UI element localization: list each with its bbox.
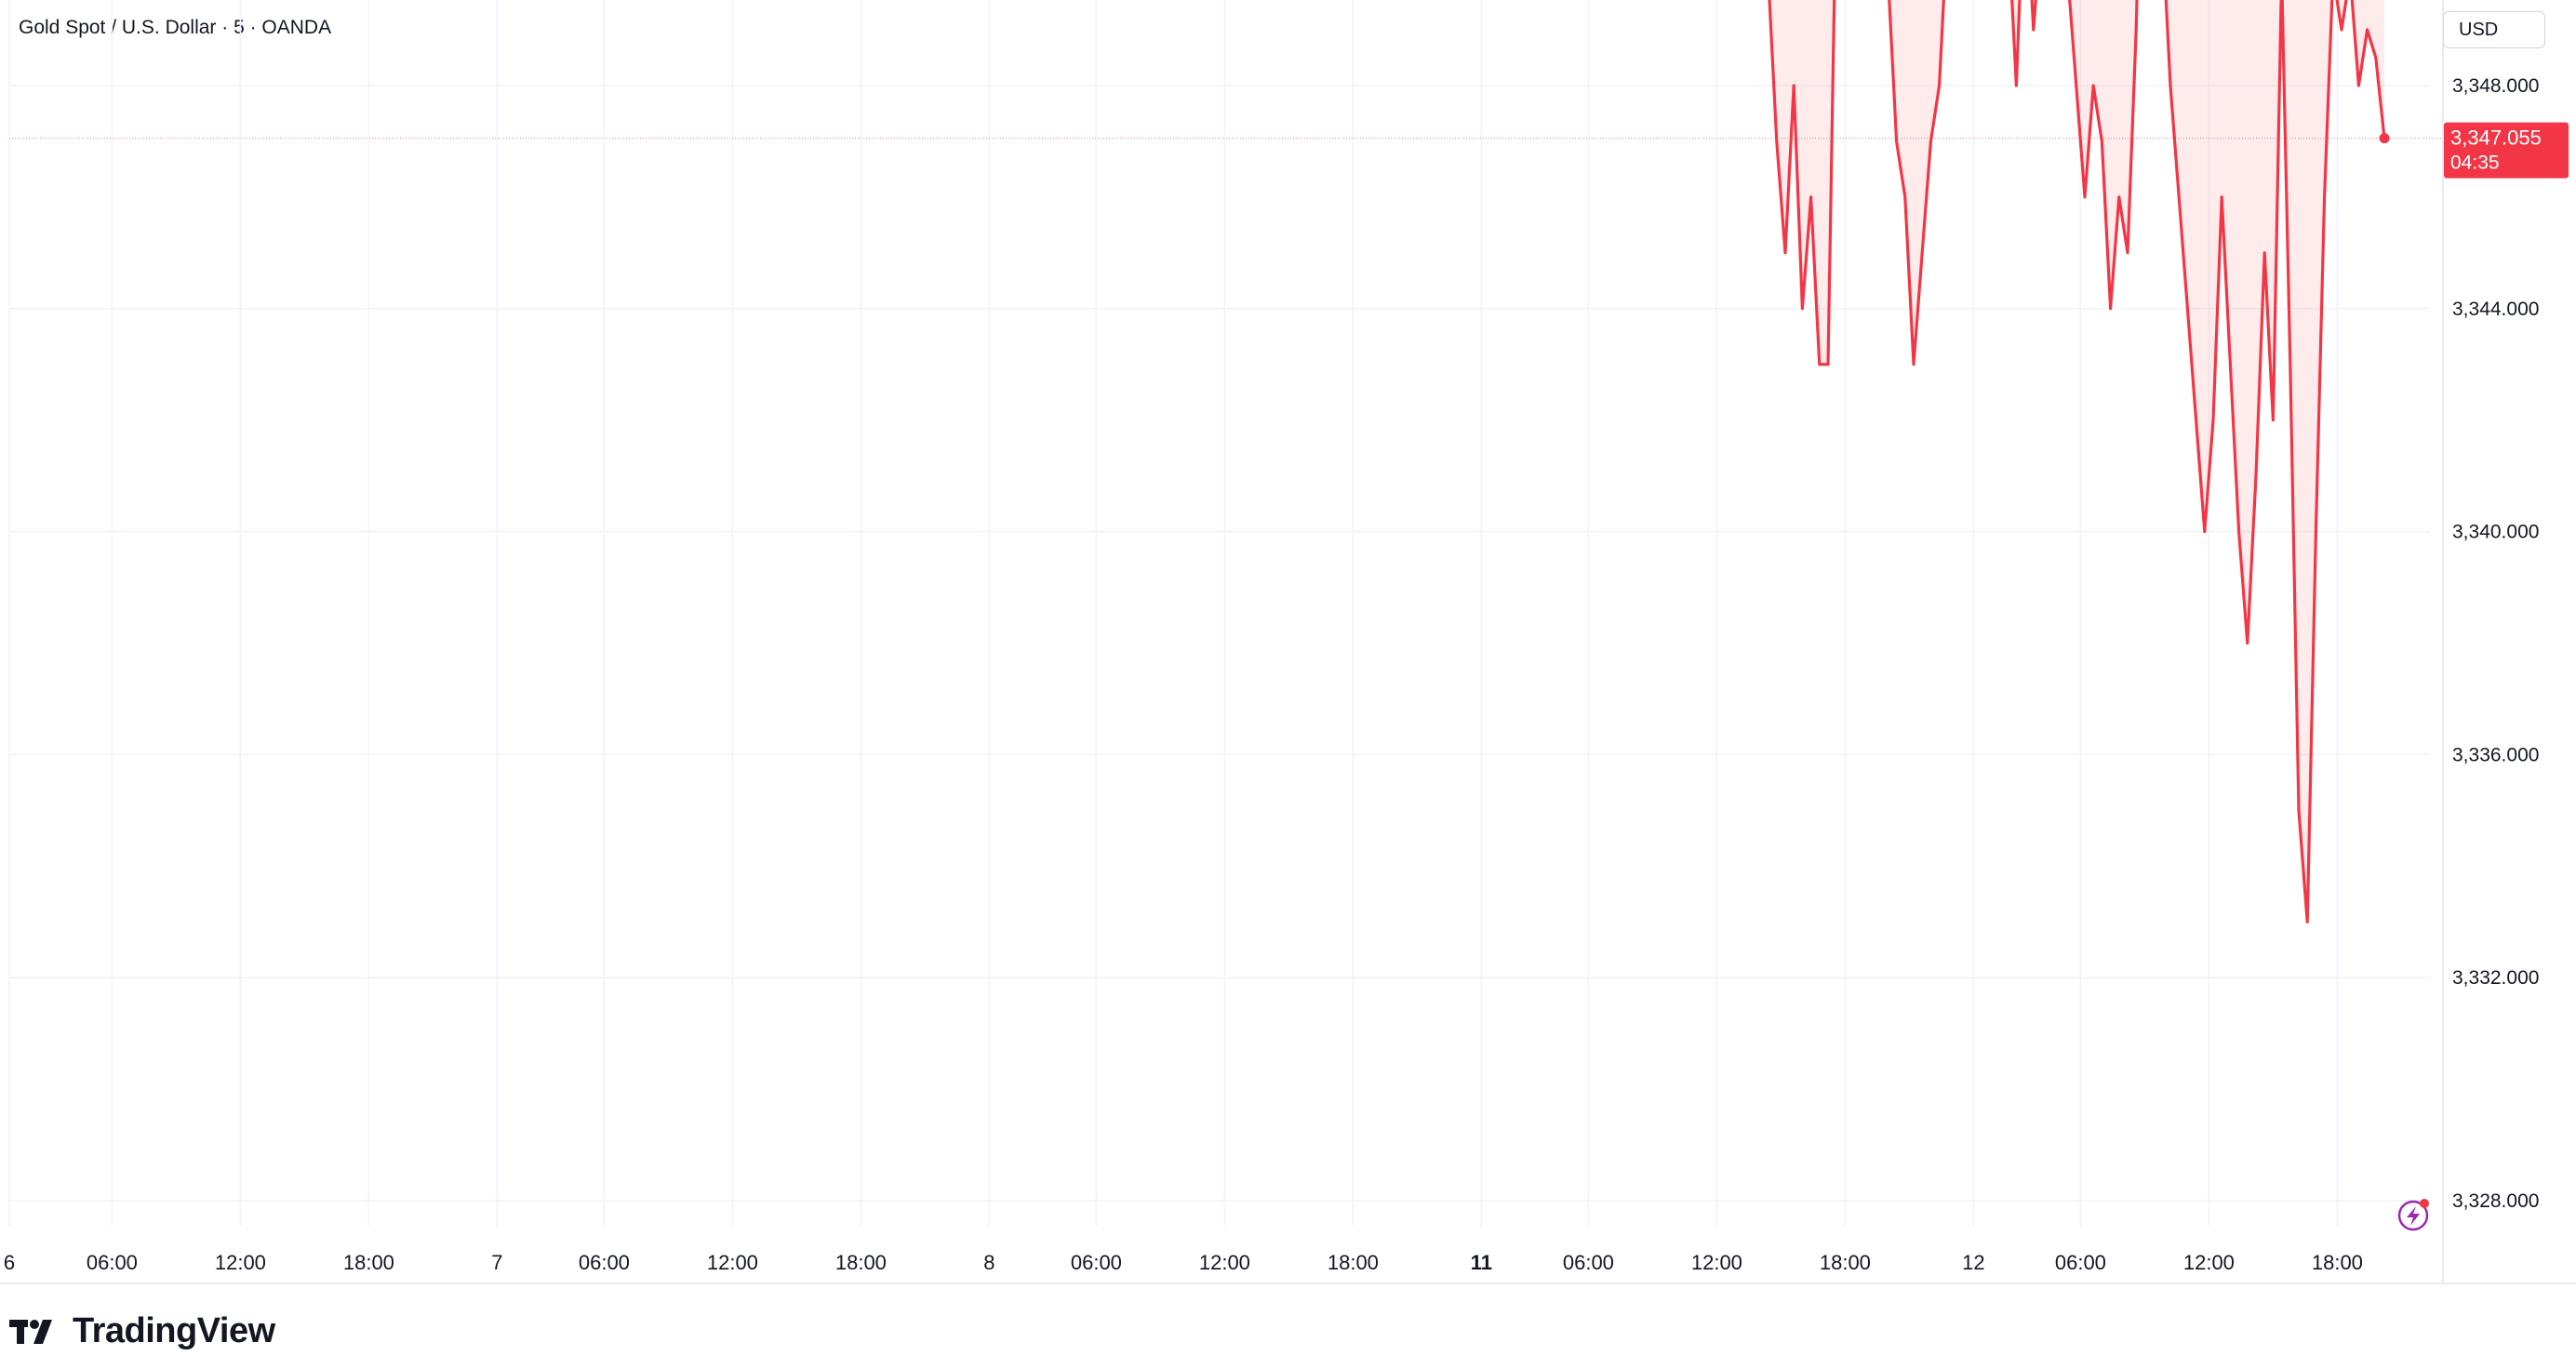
x-tick-label: 7 bbox=[491, 1251, 502, 1274]
x-tick-label: 12:00 bbox=[1691, 1251, 1742, 1274]
x-tick-label: 06:00 bbox=[579, 1251, 630, 1274]
x-tick-label: 18:00 bbox=[1328, 1251, 1379, 1274]
x-tick-label: 18:00 bbox=[343, 1251, 394, 1274]
x-tick-label: 06:00 bbox=[2055, 1251, 2106, 1274]
x-tick-label: 06:00 bbox=[1563, 1251, 1614, 1274]
x-tick-label: 18:00 bbox=[2312, 1251, 2363, 1274]
x-tick-label: 12:00 bbox=[1199, 1251, 1250, 1274]
x-tick-label: 18:00 bbox=[835, 1251, 887, 1274]
y-tick-label: 3,332.000 bbox=[2452, 967, 2539, 989]
x-tick-label: 6 bbox=[4, 1251, 15, 1274]
brand-name: TradingView bbox=[73, 1311, 275, 1350]
y-tick-label: 3,336.000 bbox=[2452, 744, 2539, 765]
y-tick-label: 3,344.000 bbox=[2452, 299, 2539, 320]
x-tick-label: 12:00 bbox=[215, 1251, 266, 1274]
y-tick-label: 3,340.000 bbox=[2452, 522, 2539, 543]
x-tick-label: 12:00 bbox=[2183, 1251, 2235, 1274]
x-tick-label: 06:00 bbox=[87, 1251, 138, 1274]
lightning-bolt-icon bbox=[2407, 1206, 2420, 1226]
x-tick-label: 12:00 bbox=[707, 1251, 758, 1274]
tradingview-brand[interactable]: TradingView bbox=[9, 1311, 275, 1351]
x-tick-label: 18:00 bbox=[1820, 1251, 1871, 1274]
y-tick-label: 3,328.000 bbox=[2452, 1190, 2539, 1212]
last-price-label-box bbox=[2444, 122, 2569, 179]
lightning-icon[interactable] bbox=[2397, 1200, 2429, 1231]
price-line-below-baseline bbox=[1768, 0, 2386, 924]
bar-countdown: 04:35 bbox=[2450, 153, 2500, 174]
chart-title: Gold Spot / U.S. Dollar · 5 · OANDA bbox=[19, 17, 332, 38]
currency-button[interactable]: USD bbox=[2443, 11, 2545, 48]
x-tick-label: 8 bbox=[983, 1251, 994, 1274]
x-tick-label: 11 bbox=[1471, 1251, 1492, 1274]
last-price-dot bbox=[2379, 133, 2390, 144]
y-tick-label: 3,348.000 bbox=[2452, 75, 2539, 97]
last-price-value: 3,347.055 bbox=[2450, 126, 2542, 150]
notification-dot-icon bbox=[2420, 1199, 2429, 1208]
x-tick-label: 06:00 bbox=[1071, 1251, 1122, 1274]
tradingview-logo-icon bbox=[9, 1319, 52, 1344]
price-line-above-baseline bbox=[9, 0, 2384, 922]
area-fill-above-baseline bbox=[9, 0, 2384, 922]
area-fill-below-baseline bbox=[1769, 0, 2384, 923]
x-tick-label: 12 bbox=[1962, 1251, 1984, 1274]
